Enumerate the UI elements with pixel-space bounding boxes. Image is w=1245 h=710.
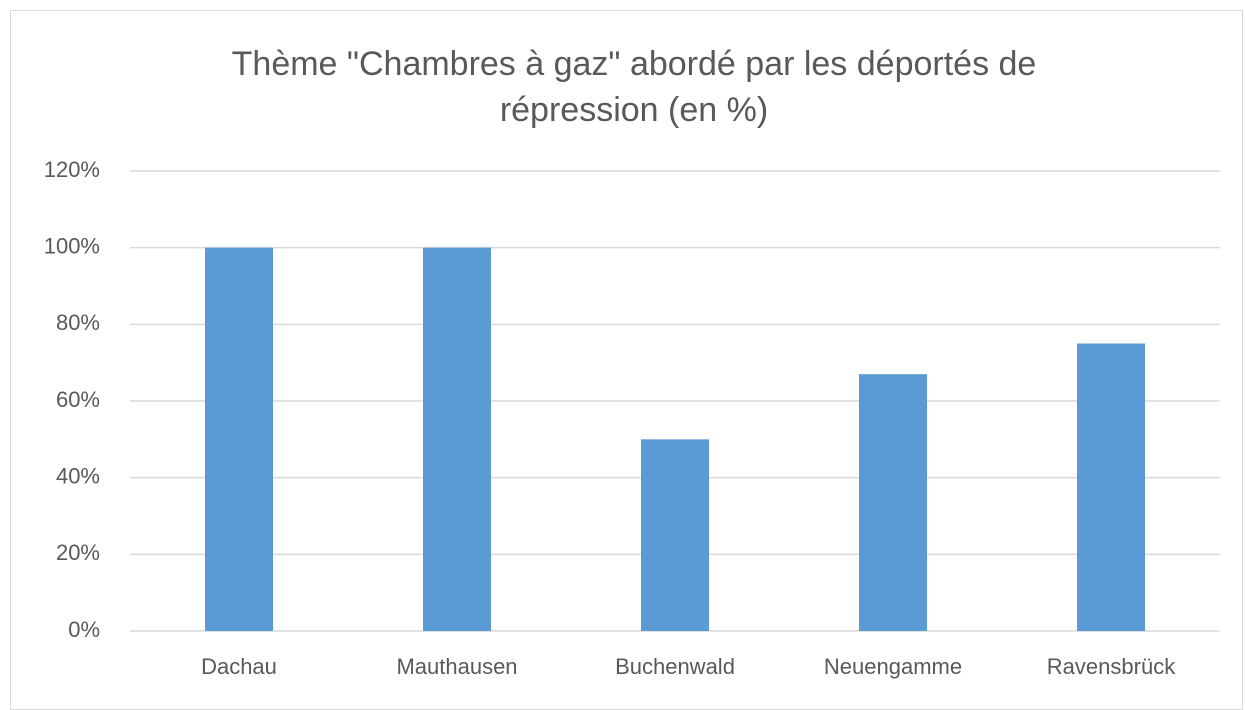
y-tick-label: 120% [44,157,100,182]
x-tick-label: Mauthausen [396,654,517,679]
y-tick-label: 40% [56,463,100,488]
x-tick-label: Ravensbrück [1047,654,1176,679]
x-tick-label: Dachau [201,654,277,679]
y-tick-label: 60% [56,387,100,412]
y-tick-label: 80% [56,310,100,335]
bar [858,374,928,631]
x-tick-label: Neuengamme [824,654,962,679]
y-tick-label: 100% [44,233,100,258]
y-tick-label: 0% [68,617,100,642]
bar [640,439,710,631]
bar [1076,343,1146,631]
x-tick-label: Buchenwald [615,654,735,679]
chart-title: Thème "Chambres à gaz" abordé par les dé… [231,45,1037,129]
bar [422,247,492,631]
y-tick-label: 20% [56,540,100,565]
bar [204,247,274,631]
